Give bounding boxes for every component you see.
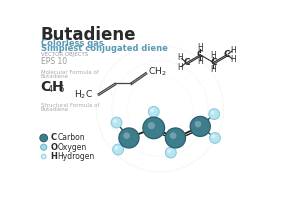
Text: Colorless gas: Colorless gas [40, 39, 103, 48]
Text: H: H [177, 63, 183, 72]
Text: H: H [197, 57, 203, 66]
Text: Butadiene: Butadiene [40, 74, 69, 79]
Text: H: H [177, 53, 183, 62]
Text: C: C [184, 58, 190, 67]
Text: C: C [40, 80, 51, 94]
Circle shape [123, 132, 130, 139]
Text: O: O [51, 143, 58, 152]
Text: Oxygen: Oxygen [58, 143, 87, 152]
Text: C: C [210, 58, 217, 67]
Circle shape [115, 146, 119, 150]
Text: H: H [52, 80, 63, 94]
Circle shape [195, 121, 201, 127]
Text: VECTOR OBJECTS: VECTOR OBJECTS [40, 52, 88, 57]
Text: 4: 4 [48, 85, 53, 94]
Text: C: C [197, 50, 204, 59]
Text: EPS 10: EPS 10 [40, 57, 67, 66]
Text: Carbon: Carbon [58, 133, 85, 142]
Circle shape [113, 144, 124, 155]
Text: H: H [211, 51, 216, 60]
Circle shape [170, 132, 176, 139]
Circle shape [165, 128, 185, 148]
Text: H: H [231, 55, 236, 64]
Text: H: H [51, 152, 58, 161]
Text: C: C [223, 50, 230, 59]
Circle shape [119, 128, 139, 148]
Circle shape [150, 108, 154, 112]
Circle shape [209, 109, 220, 119]
Text: Molecular Formula of: Molecular Formula of [40, 70, 98, 75]
Text: CH$_2$: CH$_2$ [148, 65, 166, 78]
Circle shape [111, 117, 122, 128]
Circle shape [113, 119, 117, 123]
Text: Structural Formula of: Structural Formula of [40, 103, 99, 108]
Text: H: H [211, 65, 216, 74]
Circle shape [167, 149, 171, 153]
Circle shape [143, 117, 165, 139]
Text: Butadiene: Butadiene [40, 26, 136, 44]
Circle shape [41, 154, 46, 159]
Circle shape [211, 111, 214, 114]
Circle shape [148, 106, 159, 117]
Text: Simplest conjugated diene: Simplest conjugated diene [40, 44, 167, 53]
Circle shape [212, 135, 215, 138]
Text: Hydrogen: Hydrogen [58, 152, 95, 161]
Text: Butadiene: Butadiene [40, 107, 69, 112]
Circle shape [190, 116, 210, 136]
Text: C: C [51, 133, 57, 142]
Text: 6: 6 [58, 85, 64, 94]
Text: H$_2$C: H$_2$C [74, 89, 93, 101]
Circle shape [165, 147, 176, 158]
Circle shape [40, 144, 47, 150]
Text: H: H [197, 43, 203, 52]
Text: H: H [231, 46, 236, 55]
Circle shape [148, 122, 155, 129]
Circle shape [40, 134, 48, 142]
Circle shape [209, 133, 220, 143]
